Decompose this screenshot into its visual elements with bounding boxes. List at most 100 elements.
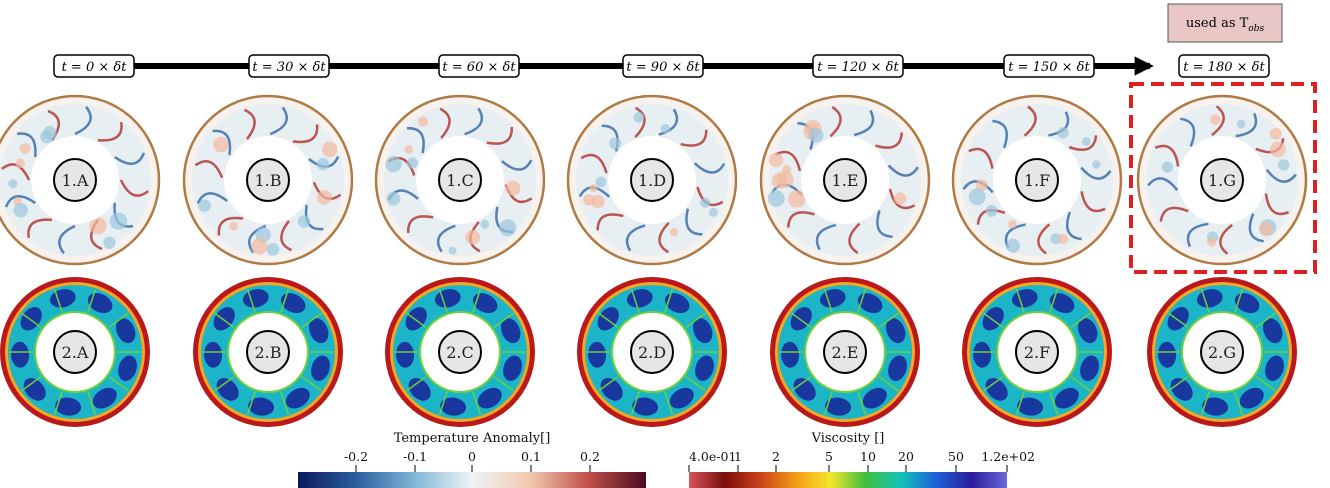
plume-streak xyxy=(625,224,646,252)
low-viscosity-cell xyxy=(588,341,607,368)
timeline-label: t = 180 × δt xyxy=(1178,54,1270,78)
anomaly-blob xyxy=(198,199,211,212)
plume-streak xyxy=(4,195,36,208)
plume-streak xyxy=(887,164,919,177)
anomaly-blob xyxy=(1269,141,1286,158)
temperature-tick-label: -0.2 xyxy=(344,449,368,464)
temperature-anomaly-panel: 1.A xyxy=(0,94,161,266)
low-viscosity-cell xyxy=(1234,293,1260,314)
viscosity-tick-label: 5 xyxy=(825,449,833,464)
plume-streak xyxy=(1219,223,1233,255)
low-viscosity-cell xyxy=(408,378,431,401)
viscosity-tick-label: 1.2e+02 xyxy=(981,449,1035,464)
plume-streak xyxy=(1080,191,1106,213)
viscosity-contour xyxy=(406,312,427,328)
plume-streak xyxy=(1066,211,1082,241)
anomaly-blob xyxy=(89,217,107,235)
anomaly-blob xyxy=(1092,160,1101,169)
low-viscosity-cell xyxy=(118,355,137,381)
panel-label-circle xyxy=(630,158,674,202)
anomaly-blob xyxy=(595,176,607,188)
temperature-anomaly-panel: 1.E xyxy=(759,94,931,266)
timeline-label-text: t = 150 × δt xyxy=(1008,60,1090,75)
plume-streak xyxy=(1211,105,1225,137)
plume-streak xyxy=(992,119,1008,149)
anomaly-blob xyxy=(633,111,645,123)
panel-label-circle xyxy=(1015,158,1059,202)
viscosity-contour xyxy=(472,391,482,416)
anomaly-blob xyxy=(322,141,338,158)
timeline-label: t = 120 × δt xyxy=(812,54,904,78)
low-viscosity-cell xyxy=(87,293,113,314)
viscosity-contour xyxy=(214,376,235,392)
plume-streak xyxy=(658,221,670,254)
viscosity-contour xyxy=(791,376,812,392)
plume-streak xyxy=(968,147,994,169)
low-viscosity-cell xyxy=(1080,355,1099,381)
plume-streak xyxy=(888,188,916,210)
anomaly-blob xyxy=(251,238,268,255)
low-viscosity-cell xyxy=(793,378,816,401)
anomaly-blob xyxy=(708,207,718,217)
anomaly-blob xyxy=(15,158,25,169)
viscosity-contour xyxy=(406,376,427,392)
anomaly-blob xyxy=(1057,233,1069,245)
anomaly-blob xyxy=(660,123,671,134)
low-viscosity-cell xyxy=(885,318,906,344)
anomaly-blob xyxy=(767,189,785,207)
low-viscosity-cell xyxy=(664,293,690,314)
viscosity-contour xyxy=(246,391,256,416)
panel-label: 2.E xyxy=(832,343,859,362)
plume-streak xyxy=(292,124,319,144)
anomaly-blob xyxy=(1206,237,1217,247)
viscosity-contour xyxy=(1200,391,1210,416)
low-viscosity-cell xyxy=(1158,341,1177,368)
low-viscosity-cell xyxy=(669,387,694,409)
viscosity-contour xyxy=(438,391,448,416)
anomaly-blob xyxy=(1277,159,1290,171)
anomaly-blob xyxy=(1269,127,1282,140)
panel-label-circle xyxy=(1015,330,1059,374)
anomaly-blob xyxy=(316,157,330,171)
temperature-anomaly-panel: 1.F xyxy=(951,94,1123,266)
panel-label-circle xyxy=(1200,158,1244,202)
plume-streak xyxy=(243,108,256,140)
low-viscosity-cell xyxy=(781,341,800,368)
panel-label: 1.D xyxy=(638,171,666,190)
anomaly-blob xyxy=(406,157,419,169)
viscosity-contour xyxy=(1015,391,1025,416)
plume-streak xyxy=(596,213,624,231)
anomaly-blob xyxy=(448,246,457,255)
viscosity-panel: 2.G xyxy=(1147,277,1297,427)
viscosity-panel: 2.C xyxy=(385,277,535,427)
panel-label: 2.F xyxy=(1024,343,1050,362)
low-viscosity-cell xyxy=(115,318,136,344)
viscosity-contour xyxy=(301,312,322,328)
plume-streak xyxy=(1180,117,1196,147)
panel-label: 1.C xyxy=(446,171,474,190)
low-viscosity-cell xyxy=(1054,387,1079,409)
panel-label: 1.E xyxy=(832,171,859,190)
viscosity-contour xyxy=(664,288,674,313)
low-viscosity-cell xyxy=(1049,293,1075,314)
viscosity-contour xyxy=(280,288,290,313)
anomaly-blob xyxy=(1161,161,1174,173)
low-viscosity-cell xyxy=(1017,397,1044,416)
low-viscosity-cell xyxy=(477,387,502,409)
viscosity-contour xyxy=(246,288,256,313)
panel-label-circle xyxy=(823,158,867,202)
viscosity-contour xyxy=(685,312,706,328)
panel-label: 1.F xyxy=(1024,171,1050,190)
plume-streak xyxy=(1037,223,1051,255)
low-viscosity-cell xyxy=(600,378,623,401)
low-viscosity-cell xyxy=(280,293,306,314)
anomaly-blob xyxy=(43,126,57,140)
viscosity-contour xyxy=(983,312,1004,328)
anomaly-blob xyxy=(103,236,116,250)
low-viscosity-cell xyxy=(92,387,117,409)
panel-label-circle xyxy=(53,158,97,202)
anomaly-blob xyxy=(266,242,280,256)
anomaly-blob xyxy=(985,204,998,217)
timeline-label-text: t = 0 × δt xyxy=(62,60,128,75)
timeline-label-text: t = 60 × δt xyxy=(442,60,516,75)
